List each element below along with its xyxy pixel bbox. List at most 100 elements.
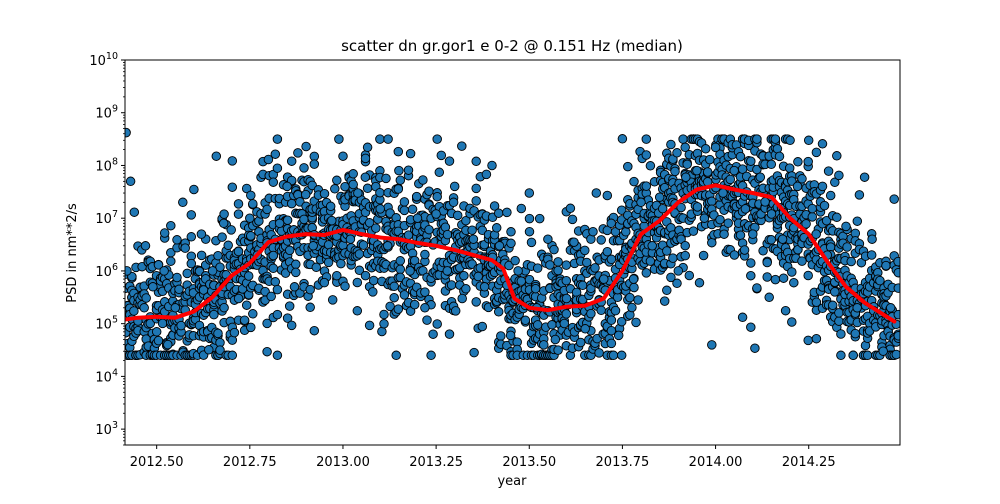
scatter-point [272,309,283,320]
x-tick-label: 2013.50 [502,455,556,470]
scatter-point [787,267,797,277]
scatter-point [819,200,830,211]
scatter-point [803,335,813,346]
scatter-point [766,159,777,170]
scatter-point [286,198,297,209]
scatter-point [308,241,318,251]
scatter-point [457,293,467,304]
scatter-point [681,172,691,182]
scatter-point [330,184,340,194]
scatter-point [735,151,746,162]
scatter-point [428,329,438,339]
scatter-point [379,309,389,320]
scatter-point [774,151,785,162]
scatter-point [379,319,389,329]
scatter-point [432,191,442,202]
scatter-point [213,250,223,261]
scatter-point [219,302,229,313]
scatter-point [629,282,639,293]
axes-frame [124,59,901,446]
scatter-point [211,151,222,161]
scatter-point [148,282,158,292]
scatter-point [284,301,295,311]
scatter-point [473,271,483,282]
scatter-point [266,291,276,302]
scatter-point [692,165,702,176]
scatter-point [323,257,334,268]
scatter-point [186,210,197,220]
median-line [125,183,897,324]
scatter-point [580,245,590,256]
scatter-point [305,284,315,295]
scatter-point [830,177,840,188]
scatter-point [513,266,523,276]
scatter-point [770,134,781,144]
scatter-point [725,174,736,185]
scatter-point [505,330,516,341]
scatter-point [852,303,862,313]
scatter-point [129,207,140,217]
scatter-point [227,182,238,192]
scatter-point [647,241,657,251]
scatter-point [803,270,813,281]
scatter-point [461,284,471,294]
scatter-point [698,250,709,261]
scatter-point [561,260,572,270]
scatter-point [172,235,182,245]
scatter-point [859,172,870,182]
scatter-point [479,282,490,292]
scatter-point [444,156,455,166]
scatter-point [811,297,822,307]
scatter-point [282,313,293,323]
scatter-point [352,306,363,316]
scatter-point [377,326,387,337]
scatter-point [487,160,497,171]
scatter-point [623,161,633,172]
scatter-point [345,234,356,244]
scatter-point [395,256,406,266]
scatter-point [836,329,846,339]
scatter-point [382,241,393,251]
scatter-point [606,338,617,349]
scatter-point [348,179,358,190]
scatter-point [746,156,756,166]
y-tick-label: 106 [95,262,118,280]
scatter-point [893,267,900,278]
scatter-point [699,213,710,223]
scatter-point [431,209,441,219]
scatter-point [270,277,281,287]
scatter-point [407,204,418,215]
scatter-point [764,292,774,303]
scatter-point [293,148,303,158]
scatter-point [405,266,415,276]
scatter-point [272,350,283,361]
scatter-point [715,214,725,225]
scatter-point [442,266,453,276]
scatter-point [461,215,471,226]
scatter-point [561,293,572,304]
scatter-point [565,203,576,214]
scatter-point [196,229,207,239]
scatter-point [867,234,877,244]
scatter-point [862,350,873,361]
scatter-point [340,281,350,291]
scatter-point [821,215,832,226]
scatter-point [692,202,703,212]
scatter-point [889,194,899,204]
scatter-point [532,320,543,330]
scatter-point [371,223,381,233]
scatter-point [613,330,624,341]
scatter-point [246,190,256,201]
scatter-point [301,141,311,152]
scatter-point [180,243,190,253]
scatter-point [129,306,139,316]
scatter-point [670,166,680,177]
scatter-point [227,350,238,361]
scatter-point [506,238,516,249]
scatter-point [834,170,844,181]
y-tick-label: 109 [95,104,118,122]
scatter-point [248,309,258,319]
scatter-point [215,262,225,272]
scatter-point [680,250,690,261]
scatter-point [178,197,188,208]
